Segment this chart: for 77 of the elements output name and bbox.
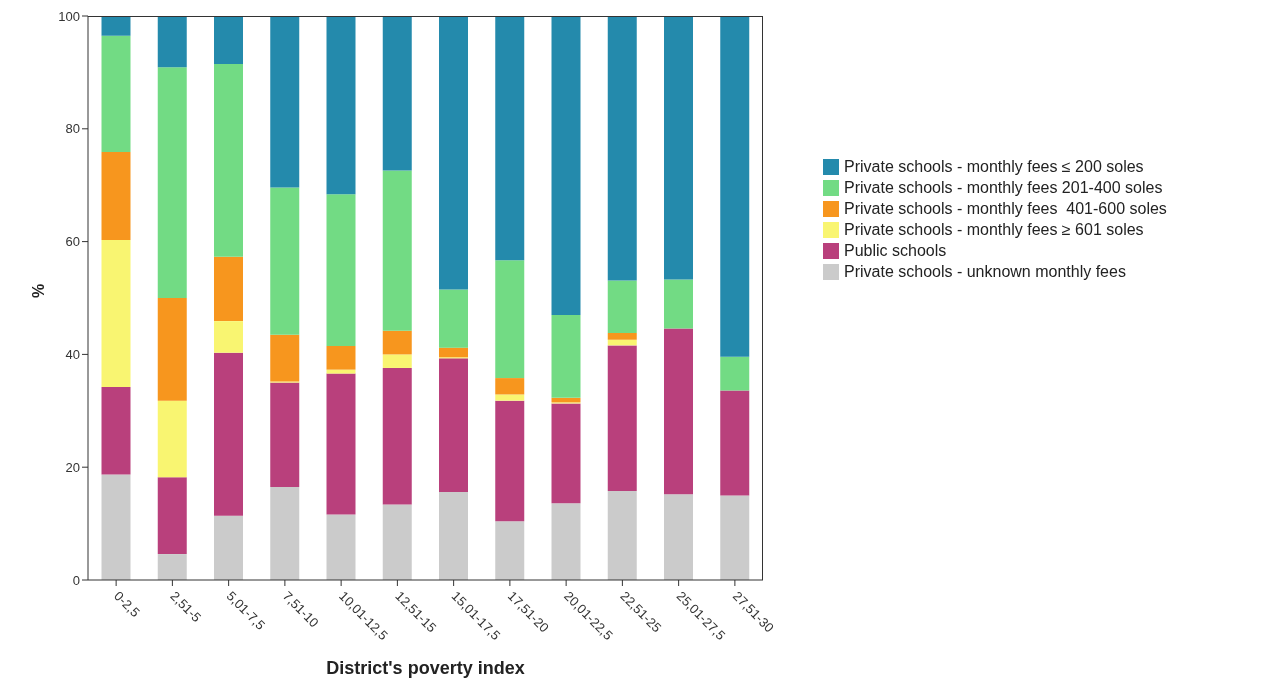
bar — [551, 16, 581, 315]
bar — [382, 354, 412, 368]
bar — [101, 474, 131, 580]
bar — [607, 332, 637, 340]
bar — [326, 345, 356, 370]
y-tick-label: 20 — [65, 459, 80, 475]
bar — [607, 16, 637, 281]
bar — [270, 187, 300, 335]
bar — [157, 16, 187, 68]
bar — [382, 170, 412, 331]
bar — [157, 298, 187, 401]
legend-label: Private schools - monthly fees ≤ 200 soles — [844, 158, 1144, 176]
bar — [101, 387, 131, 475]
bar — [270, 16, 300, 188]
bar — [214, 352, 243, 516]
bar — [439, 492, 468, 580]
y-tick-label: 0 — [72, 572, 80, 588]
bar — [495, 260, 525, 379]
bar — [720, 390, 750, 496]
bar — [214, 63, 243, 257]
bar — [607, 280, 637, 333]
bar — [326, 194, 356, 346]
bar — [720, 495, 750, 580]
bar — [382, 367, 412, 505]
bar — [101, 151, 131, 240]
bar — [664, 328, 693, 495]
bar — [270, 486, 300, 580]
bar — [382, 16, 412, 171]
legend-label: Private schools - monthly fees ≥ 601 soles — [844, 221, 1144, 239]
bar — [326, 514, 356, 580]
bar — [495, 400, 525, 522]
bar — [101, 35, 131, 152]
bar — [439, 289, 468, 348]
bar — [214, 16, 243, 64]
legend-label: Private schools - monthly fees 401-600 soles — [844, 200, 1167, 218]
bar — [495, 394, 525, 401]
bar — [214, 321, 243, 353]
bar — [439, 16, 468, 290]
y-tick-label: 100 — [58, 8, 80, 24]
bar — [551, 403, 581, 504]
bar — [101, 16, 131, 36]
bar — [326, 16, 356, 195]
bar — [551, 314, 581, 398]
bar — [382, 504, 412, 580]
bar — [214, 515, 243, 580]
y-tick-label: 40 — [65, 347, 80, 363]
legend-label: Private schools - monthly fees 201-400 soles — [844, 179, 1163, 197]
bar — [439, 358, 468, 493]
bar — [439, 347, 468, 358]
bar — [101, 239, 131, 388]
bar — [495, 16, 525, 261]
legend-label: Public schools — [844, 242, 947, 260]
bar — [664, 279, 693, 329]
legend-label: Private schools - unknown monthly fees — [844, 263, 1126, 281]
bar — [495, 378, 525, 395]
bar — [495, 521, 525, 580]
bar — [551, 503, 581, 580]
bar — [607, 345, 637, 491]
bar — [214, 256, 243, 322]
bar — [664, 16, 693, 280]
bar — [382, 330, 412, 355]
bar — [157, 554, 187, 580]
bar — [157, 477, 187, 555]
bar — [157, 67, 187, 298]
bar — [326, 369, 356, 374]
y-tick-label: 60 — [65, 234, 80, 250]
bar — [607, 490, 637, 580]
bar — [720, 356, 750, 391]
bar — [720, 16, 750, 357]
bar — [270, 382, 300, 487]
y-axis-title: % — [29, 283, 47, 298]
x-axis-title: District's poverty index — [326, 658, 525, 678]
bar — [326, 373, 356, 515]
bar — [270, 334, 300, 382]
bar — [664, 494, 693, 580]
y-tick-label: 80 — [65, 121, 80, 137]
bar — [157, 400, 187, 478]
